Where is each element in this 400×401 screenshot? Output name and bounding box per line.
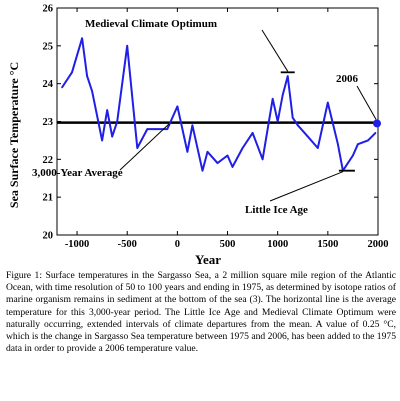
temperature-data-point xyxy=(86,75,88,77)
temperature-data-point xyxy=(116,120,118,123)
medieval-optimum-leader xyxy=(261,29,289,72)
temperature-data-point xyxy=(106,109,108,111)
temperature-data-point xyxy=(357,143,359,145)
temperature-data-point xyxy=(347,162,349,164)
temperature-data-point xyxy=(251,132,254,134)
temperature-data-point xyxy=(81,37,83,40)
temperature-data-point xyxy=(337,143,339,145)
temperature-data-point xyxy=(286,75,289,77)
annotation-3000-year-average: 3,000-Year Average xyxy=(32,167,123,179)
y-tick-label: 20 xyxy=(43,231,54,242)
point-2006 xyxy=(373,119,381,128)
temperature-data-point xyxy=(271,98,274,100)
x-tick-label: 1500 xyxy=(317,239,338,250)
figure-caption: Figure 1: Surface temperatures in the Sa… xyxy=(6,270,396,355)
y-axis-title: Sea Surface Temperature °C xyxy=(7,62,21,208)
temperature-data-point xyxy=(206,150,209,153)
temperature-data-point xyxy=(281,94,284,96)
temperature-data-point xyxy=(71,71,73,74)
x-tick-label: -500 xyxy=(118,239,137,250)
temperature-data-point xyxy=(374,132,377,134)
annotation-2006: 2006 xyxy=(336,73,359,85)
ticks-layer: 20 21 22 23 24 25 26 -1000 -500 0 500 1000 1500 2000 xyxy=(43,4,389,251)
annotation-little-ice-age: Little Ice Age xyxy=(245,204,308,216)
y-tick-label: 24 xyxy=(43,79,54,90)
point-2006-leader xyxy=(356,85,377,120)
annotation-medieval-climate-optimum: Medieval Climate Optimum xyxy=(85,18,217,30)
x-axis-title: Year xyxy=(195,252,221,267)
temperature-data-point xyxy=(191,124,194,127)
temperature-data-point xyxy=(352,154,354,157)
temperature-data-point xyxy=(186,150,189,153)
temperature-data-point xyxy=(201,169,204,172)
x-tick-label: 2000 xyxy=(368,239,389,250)
temperature-data-point xyxy=(61,86,63,89)
y-tick-label: 25 xyxy=(43,41,54,52)
x-tick-label: 0 xyxy=(175,239,180,250)
temperature-data-point xyxy=(166,128,169,130)
temperature-data-point xyxy=(146,128,149,130)
x-tick-label: 1000 xyxy=(267,239,288,250)
y-tick-label: 22 xyxy=(43,155,54,166)
temperature-data-point xyxy=(291,116,294,119)
y-tick-label: 21 xyxy=(43,193,54,204)
annotation-markers xyxy=(119,29,381,202)
temperature-data-point xyxy=(226,154,229,157)
temperature-data-point xyxy=(216,162,219,164)
temperature-data-point xyxy=(91,90,93,93)
temperature-data-point xyxy=(317,147,319,149)
temperature-data-point xyxy=(261,158,264,161)
temperature-data-point xyxy=(136,147,139,149)
little-ice-age-leader xyxy=(269,171,344,202)
series-layer xyxy=(61,37,377,172)
temperature-data-point xyxy=(101,139,103,142)
temperature-data-point xyxy=(126,45,129,47)
temperature-data-point xyxy=(306,135,309,138)
y-tick-label: 23 xyxy=(43,117,54,128)
average-leader xyxy=(119,123,170,171)
temperature-data-point xyxy=(327,101,329,104)
temperature-data-point xyxy=(176,105,179,108)
temperature-data-point xyxy=(367,139,369,142)
temperature-data-point xyxy=(241,147,244,149)
y-tick-label: 26 xyxy=(43,4,54,15)
x-tick-label: 500 xyxy=(220,239,236,250)
temperature-data-point xyxy=(276,120,279,123)
temperature-data-point xyxy=(111,135,113,138)
temperature-data-point xyxy=(231,166,234,168)
x-tick-label: -1000 xyxy=(65,239,90,250)
temperature-data-point xyxy=(156,128,159,130)
temperature-data-point xyxy=(296,124,299,127)
